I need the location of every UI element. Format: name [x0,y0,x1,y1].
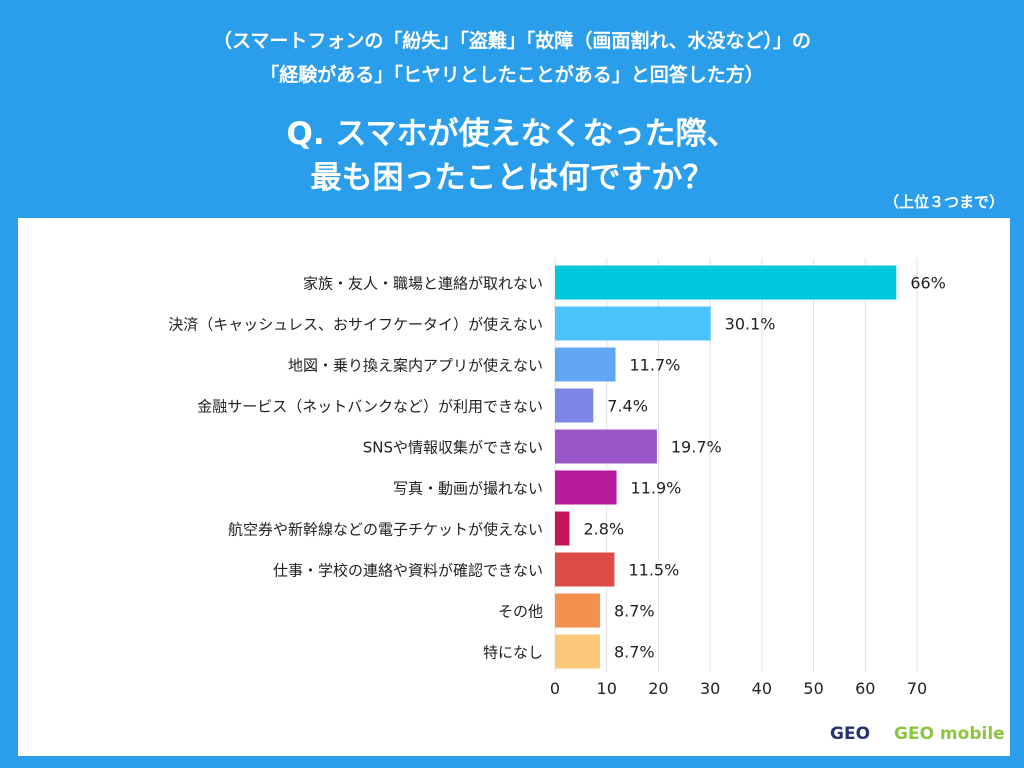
x-tick-label: 50 [803,679,823,698]
x-tick-label: 20 [648,679,668,698]
note: （上位３つまで） [883,193,1004,211]
data-label: 8.7% [614,602,655,621]
category-label: その他 [498,603,543,621]
bar [555,593,600,628]
data-label: 11.5% [628,561,679,580]
data-label: 2.8% [583,520,624,539]
category-label: 航空券や新幹線などの電子チケットが使えない [228,521,543,539]
bar [555,470,617,505]
category-label: 仕事・学校の連絡や資料が確認できない [273,562,543,580]
bar [555,429,657,464]
question-line2: 最も困ったことは何ですか？ [310,160,714,196]
category-label: 決済（キャッシュレス、おサイフケータイ）が使えない [168,316,543,334]
bar [555,347,616,382]
bar [555,634,600,669]
data-label: 30.1% [725,315,776,334]
geo-mobile-logo: GEO mobile [894,724,1005,744]
x-tick-label: 30 [700,679,720,698]
bar-chart: 0 10 20 30 40 50 60 70 家族・友人・職場と連絡が取れない 66% 決済（キャッ… [168,258,946,698]
data-label: 7.4% [607,397,648,416]
x-tick-label: 60 [855,679,875,698]
data-label: 11.7% [630,356,681,375]
x-tick-label: 70 [907,679,927,698]
bar [555,306,711,341]
bar [555,511,570,546]
category-label: 金融サービス（ネットバンクなど）が利用できない [197,398,543,416]
bar [555,552,615,587]
x-tick-label: 0 [550,679,560,698]
data-label: 66% [910,274,946,293]
category-label: 家族・友人・職場と連絡が取れない [303,275,543,293]
bar [555,388,594,423]
data-label: 19.7% [671,438,722,457]
x-tick-label: 40 [752,679,772,698]
category-label: 特になし [483,644,543,662]
question-line1: Q. スマホが使えなくなった際、 [286,116,738,152]
category-label: SNSや情報収集ができない [363,439,543,457]
data-label: 11.9% [631,479,682,498]
chart-panel: 0 10 20 30 40 50 60 70 家族・友人・職場と連絡が取れない 66% 決済（キャッ… [18,218,1010,756]
x-tick-label: 10 [597,679,617,698]
subtitle-line1: （スマートフォンの「紛失」「盗難」「故障（画面割れ、水没など）」の [212,30,812,52]
category-label: 写真・動画が撮れない [393,480,543,498]
geo-logo: GEO [830,724,871,744]
category-label: 地図・乗り換え案内アプリが使えない [288,357,543,375]
bar [555,265,897,300]
data-label: 8.7% [614,643,655,662]
subtitle-line2: 「経験がある」「ヒヤリとしたことがある」と回答した方） [260,64,764,86]
